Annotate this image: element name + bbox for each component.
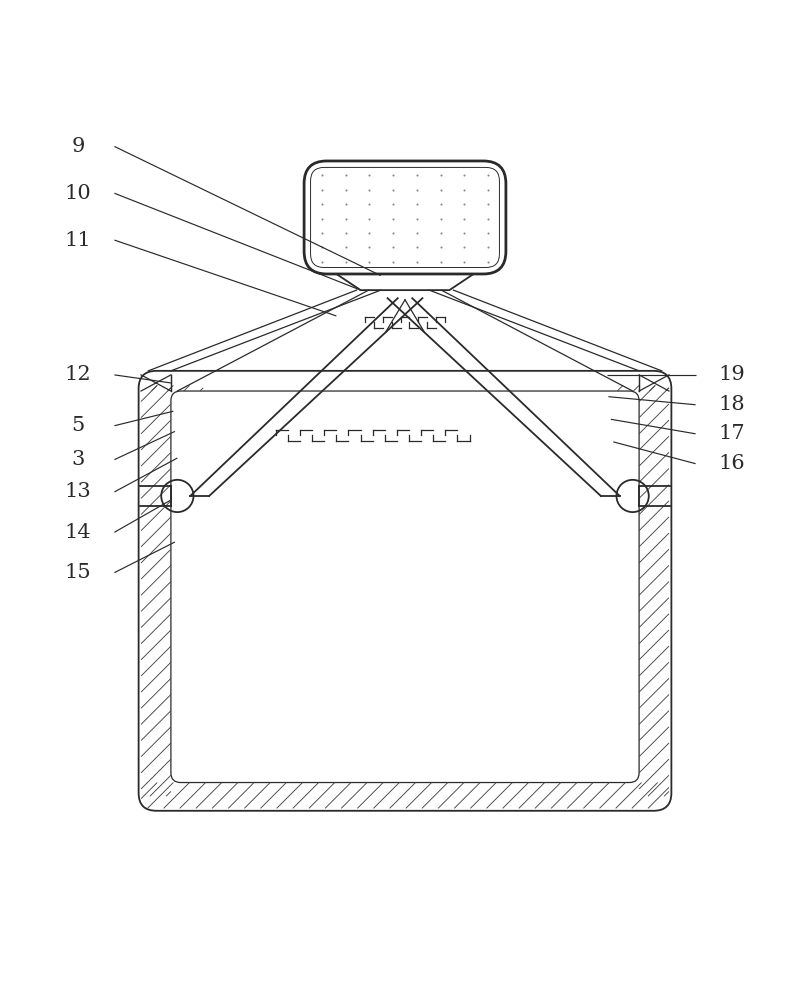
Text: 17: 17 [718, 424, 745, 443]
Text: 12: 12 [65, 365, 92, 384]
Text: 11: 11 [65, 231, 92, 250]
Text: 3: 3 [71, 450, 85, 469]
FancyBboxPatch shape [139, 371, 671, 811]
FancyBboxPatch shape [171, 391, 639, 783]
Text: 14: 14 [65, 523, 92, 542]
Text: 19: 19 [718, 365, 745, 384]
Text: 18: 18 [718, 395, 745, 414]
Text: 13: 13 [65, 482, 92, 501]
Text: 5: 5 [71, 416, 85, 435]
FancyBboxPatch shape [304, 161, 506, 274]
Polygon shape [336, 274, 474, 290]
Text: 15: 15 [65, 563, 92, 582]
Text: 10: 10 [65, 184, 92, 203]
Text: 16: 16 [718, 454, 745, 473]
Text: 9: 9 [71, 137, 85, 156]
